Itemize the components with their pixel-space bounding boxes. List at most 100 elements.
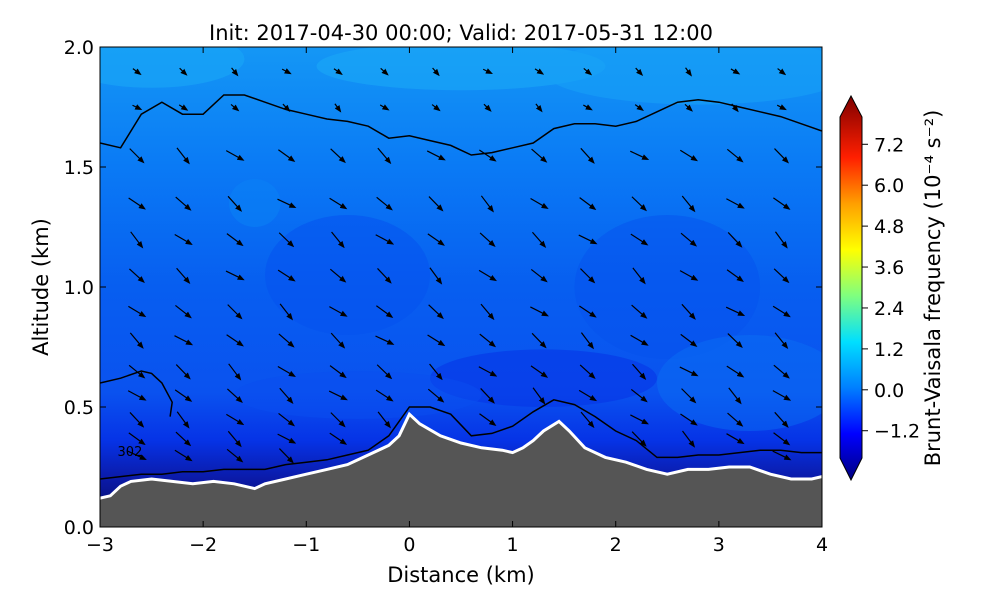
wind-vector — [380, 67, 389, 76]
wind-vector — [174, 335, 194, 346]
wind-vector — [727, 333, 743, 349]
colorbar-tick-label: 0.0 — [874, 380, 904, 402]
wind-vector — [682, 430, 696, 448]
wind-vector — [583, 67, 593, 76]
wind-vector — [726, 148, 744, 163]
wind-vector — [773, 268, 790, 284]
wind-vector — [227, 304, 243, 320]
wind-vector — [681, 388, 697, 404]
isentrope-line — [100, 370, 173, 417]
wind-vector — [379, 104, 390, 111]
wind-vector — [129, 148, 145, 164]
wind-vector — [579, 305, 597, 318]
wind-vector — [535, 103, 543, 113]
wind-vector — [333, 68, 343, 75]
colorbar-tick-label: 4.8 — [874, 216, 904, 238]
wind-vector — [375, 335, 395, 345]
wind-vector — [630, 233, 649, 246]
wind-vector — [534, 68, 545, 75]
wind-vector — [482, 68, 493, 75]
field-texture-blob — [316, 47, 606, 91]
y-tick-label: 2.0 — [64, 37, 94, 59]
field-texture-blob — [228, 179, 281, 227]
wind-vector — [331, 231, 345, 249]
wind-vector — [330, 332, 346, 349]
wind-vector — [530, 365, 549, 378]
wind-vector — [629, 150, 650, 161]
x-tick-label: 4 — [816, 534, 828, 556]
wind-vector — [227, 430, 242, 448]
wind-vector — [680, 413, 698, 426]
wind-vector — [579, 197, 597, 211]
x-tick-label: 1 — [507, 534, 519, 556]
colorbar-tick-label: 6.0 — [874, 175, 904, 197]
wind-vector — [127, 390, 147, 401]
wind-vector — [772, 305, 791, 318]
wind-vector — [531, 148, 548, 163]
field-texture-blob — [430, 349, 657, 408]
contour-label: 302 — [118, 445, 143, 460]
wind-vector — [278, 232, 295, 248]
wind-vector — [375, 234, 395, 245]
wind-vector — [377, 147, 392, 165]
wind-vector — [330, 148, 346, 164]
wind-vector — [277, 198, 297, 209]
wind-vector — [176, 147, 190, 165]
wind-vector — [129, 268, 145, 283]
wind-vector — [632, 267, 646, 285]
wind-vector — [726, 433, 745, 445]
wind-vector — [226, 334, 244, 347]
x-axis: −3 −2 −1 0 1 2 3 4 — [86, 47, 828, 556]
wind-vector — [530, 197, 549, 209]
wind-vector — [479, 413, 497, 426]
wind-vector — [228, 363, 242, 381]
wind-vector — [727, 412, 744, 427]
wind-vector — [530, 268, 548, 283]
wind-vector — [679, 366, 699, 377]
wind-vector — [175, 431, 192, 447]
wind-vector — [580, 411, 595, 429]
wind-vector — [281, 68, 292, 75]
wind-vector — [578, 389, 598, 402]
wind-vector — [174, 233, 193, 245]
wind-vector — [428, 304, 444, 320]
wind-vector — [178, 104, 189, 111]
field-texture — [100, 47, 822, 431]
wind-vector — [630, 414, 649, 425]
field-texture-blob — [265, 215, 431, 335]
colorbar-tick-label: −1.2 — [874, 421, 920, 443]
wind-vector — [679, 149, 698, 162]
isentropes — [100, 94, 822, 480]
x-tick-label: −2 — [189, 534, 217, 556]
wind-vector — [630, 334, 649, 346]
wind-vector — [773, 197, 791, 210]
wind-vector — [429, 267, 443, 285]
wind-vector — [483, 103, 492, 112]
wind-vector — [176, 267, 191, 284]
wind-vector — [174, 449, 193, 462]
wind-vector — [329, 432, 348, 445]
wind-vector — [774, 332, 789, 350]
wind-vector — [329, 197, 348, 210]
wind-vector — [175, 364, 191, 380]
wind-vector — [428, 196, 444, 212]
wind-vector — [726, 269, 744, 282]
wind-vector — [774, 231, 788, 249]
wind-vector — [132, 104, 143, 111]
wind-vector — [773, 432, 791, 446]
wind-vector — [231, 67, 239, 77]
wind-vector — [376, 196, 393, 211]
wind-vector — [128, 364, 146, 379]
wind-vector — [128, 432, 146, 446]
wind-vector — [132, 68, 142, 76]
wind-vector — [631, 431, 647, 447]
wind-vector — [174, 389, 193, 402]
wind-vector — [128, 305, 147, 318]
y-tick-label: 1.0 — [64, 277, 94, 299]
x-tick-label: 3 — [713, 534, 725, 556]
wind-vector — [278, 333, 295, 348]
wind-vector — [680, 333, 698, 347]
wind-vector — [725, 306, 746, 317]
wind-vector — [480, 303, 495, 321]
wind-vector — [726, 198, 745, 209]
